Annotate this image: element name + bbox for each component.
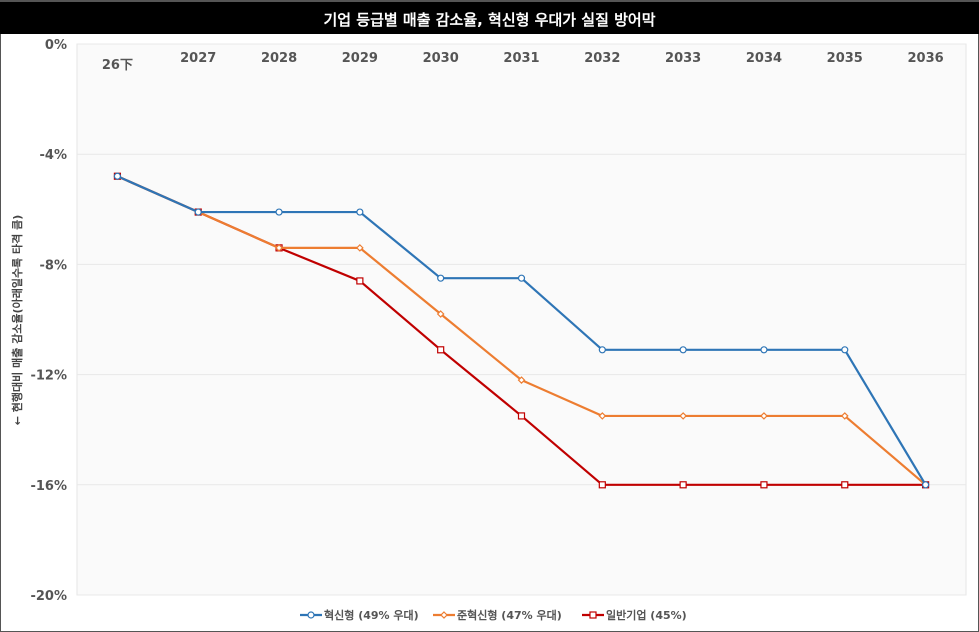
data-point xyxy=(679,481,687,489)
data-point xyxy=(598,412,607,420)
x-tick-label: 2028 xyxy=(261,51,297,66)
data-point xyxy=(275,208,283,216)
x-tick-label: 2034 xyxy=(746,51,782,66)
data-point xyxy=(356,277,364,285)
data-point xyxy=(921,481,930,489)
data-point xyxy=(517,274,526,282)
legend-label: 준혁신형 (47% 우대) xyxy=(457,608,562,622)
data-point xyxy=(760,346,768,354)
data-point xyxy=(517,412,526,420)
data-point xyxy=(436,310,445,318)
legend-item: 일반기업 (45%) xyxy=(582,608,687,622)
data-point xyxy=(840,412,849,420)
x-tick-label: 26下 xyxy=(102,58,133,73)
y-tick-label: -20% xyxy=(30,589,67,604)
x-tick-label: 2032 xyxy=(584,51,620,66)
y-tick-label: 0% xyxy=(45,38,67,53)
data-point xyxy=(841,481,849,489)
data-point xyxy=(598,346,606,354)
data-point xyxy=(356,244,364,252)
legend-label: 일반기업 (45%) xyxy=(606,608,687,622)
x-tick-label: 2033 xyxy=(665,51,701,66)
data-point xyxy=(517,376,526,384)
legend-label: 혁신형 (49% 우대) xyxy=(324,608,419,622)
plot-area xyxy=(76,43,967,596)
y-axis-label: ← 현행대비 매출 감소율(아래일수록 타격 큼) xyxy=(10,215,24,425)
legend-marker xyxy=(307,611,315,619)
y-tick-label: -8% xyxy=(40,258,67,273)
x-tick-label: 2036 xyxy=(907,51,943,66)
data-point xyxy=(679,412,687,420)
data-point xyxy=(760,412,768,420)
x-tick-label: 2027 xyxy=(180,51,216,66)
legend-item: 혁신형 (49% 우대) xyxy=(300,608,419,622)
data-point xyxy=(194,208,202,216)
data-point xyxy=(437,274,445,282)
data-point xyxy=(679,346,687,354)
series-circle xyxy=(113,172,930,489)
legend-item: 준혁신형 (47% 우대) xyxy=(433,608,562,622)
x-tick-label: 2029 xyxy=(342,51,378,66)
x-tick-label: 2030 xyxy=(423,51,459,66)
legend-marker xyxy=(440,611,448,619)
chart-title: 기업 등급별 매출 감소율, 혁신형 우대가 실질 방어막 xyxy=(0,0,979,34)
data-point xyxy=(113,172,122,180)
data-point xyxy=(437,346,445,354)
data-point xyxy=(275,244,283,252)
y-tick-label: -16% xyxy=(30,479,67,494)
data-point xyxy=(598,481,606,489)
x-tick-label: 2031 xyxy=(503,51,539,66)
data-point xyxy=(760,481,768,489)
data-point xyxy=(356,208,364,216)
y-tick-label: -12% xyxy=(30,369,67,384)
legend-marker xyxy=(589,611,597,619)
y-tick-label: -4% xyxy=(40,148,67,163)
data-point xyxy=(841,346,849,354)
x-tick-label: 2035 xyxy=(827,51,863,66)
